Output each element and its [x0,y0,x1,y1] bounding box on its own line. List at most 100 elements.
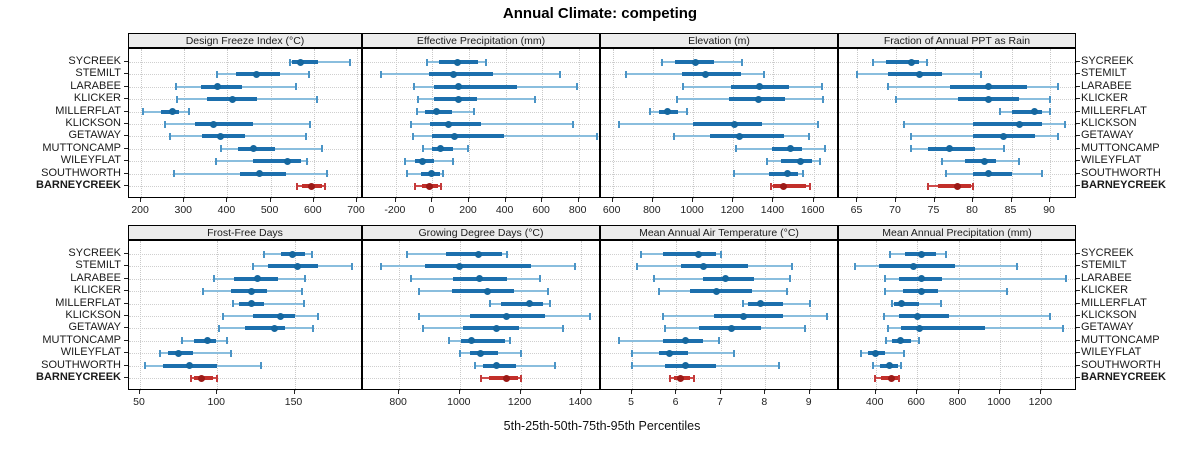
interquartile-bar [434,84,517,89]
whisker-cap-left [219,145,222,153]
whisker-cap-right [562,324,565,332]
whisker-cap-left [662,312,665,320]
axis-tick-label: 1400 [568,396,592,408]
site-label-right-klickson: KLICKSON [1081,309,1137,321]
median-dot [797,157,805,165]
whisker-cap-right [818,157,821,165]
whisker-cap-right [1049,95,1052,103]
gridline-horizontal [601,111,839,113]
whisker-cap-right [820,83,823,91]
axis-tick [631,390,633,394]
whisker-cap-right [546,287,549,295]
median-dot [872,349,880,357]
whisker-cap-right [439,182,442,190]
whisker-cap-right [519,374,522,382]
whisker-cap-left [425,58,428,66]
whisker-cap-right [939,300,942,308]
site-label-right-stemilt: STEMILT [1081,259,1127,272]
whisker-cap-left [890,300,893,308]
whisker-line [290,61,351,63]
whisker-cap-left [660,58,663,66]
whisker-cap-left [672,132,675,140]
whisker-cap-right [719,250,722,258]
whisker-cap-right [1056,83,1059,91]
y-axis-tick [1076,265,1080,267]
whisker-cap-left [474,362,477,370]
median-dot [214,83,222,91]
whisker-cap-right [945,250,948,258]
whisker-cap-right [1062,324,1065,332]
whisker-cap-left [217,324,220,332]
axis-tick [1049,198,1051,202]
axis-tick [458,390,460,394]
axis-tick-label: 800 [389,396,407,408]
whisker-cap-right [310,250,313,258]
whisker-cap-left [657,287,660,295]
axis-tick-label: 500 [260,204,279,216]
panel-strip: Effective Precipitation (mm) [362,33,600,48]
whisker-cap-left [231,300,234,308]
axis-tick [894,198,896,202]
gridline-horizontal [839,378,1077,379]
median-dot [449,70,457,78]
whisker-cap-left [624,70,627,78]
gridline-horizontal [601,340,839,342]
whisker-cap-left [422,145,425,153]
whisker-cap-right [1018,157,1021,165]
whisker-cap-left [448,337,451,345]
whisker-cap-left [173,170,176,178]
median-dot [887,374,895,382]
panel-strip: Elevation (m) [600,33,838,48]
median-dot [185,362,193,370]
panel-title: Frost-Free Days [207,226,283,239]
whisker-cap-right [349,58,352,66]
median-dot [526,300,534,308]
median-dot [437,145,445,153]
interquartile-bar [240,171,286,176]
y-axis-tick [124,85,128,87]
whisker-cap-left [422,324,425,332]
interquartile-bar [658,351,688,356]
gridline-horizontal [839,340,1077,342]
whisker-cap-right [321,145,324,153]
axis-tick-label: 7 [716,396,723,408]
y-axis-tick [124,123,128,124]
whisker-cap-left [664,324,667,332]
whisker-cap-right [451,157,454,165]
axis-tick-label: 600 [532,204,550,216]
whisker-cap-left [143,362,146,370]
axis-tick-label: 1000 [680,204,704,216]
whisker-cap-left [251,262,254,270]
median-dot [428,170,436,178]
axis-tick-label: 6 [672,396,679,408]
axis-tick [772,198,774,202]
whisker-cap-left [405,170,408,178]
whisker-cap-left [675,95,678,103]
site-label-right-barneycreek: BARNEYCREEK [1081,179,1166,191]
panel-title: Growing Degree Days (°C) [418,226,544,239]
gridline-horizontal [601,173,839,175]
whisker-cap-left [159,349,162,357]
y-axis-tick [124,135,128,137]
gridline-horizontal [363,148,601,150]
whisker-cap-right [693,374,696,382]
median-dot [917,287,925,295]
whisker-cap-left [417,287,420,295]
axis-tick [808,390,810,394]
site-label-right-klicker: KLICKER [1081,284,1129,297]
y-axis-tick [1076,160,1080,162]
interquartile-bar [773,184,806,188]
whisker-cap-right [325,170,328,178]
whisker-cap-left [873,374,876,382]
interquartile-bar [878,264,956,269]
axis-tick [651,198,653,202]
gridline-horizontal [363,186,601,187]
interquartile-bar [195,122,254,126]
whisker-cap-left [856,70,859,78]
whisker-cap-right [1056,132,1059,140]
y-axis-tick [1076,290,1080,292]
site-label-left-klicker: KLICKER [73,284,121,297]
whisker-cap-left [882,312,885,320]
whisker-cap-left [189,374,192,382]
